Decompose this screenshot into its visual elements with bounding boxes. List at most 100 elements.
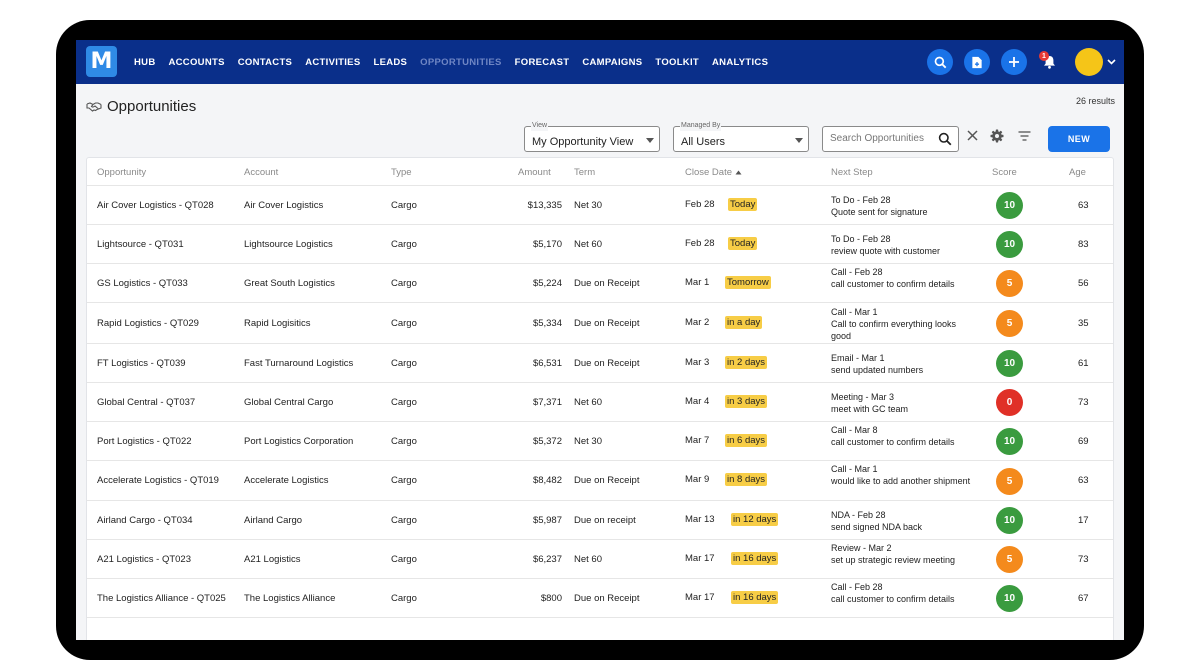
type-cell: Cargo <box>391 593 417 604</box>
column-account[interactable]: Account <box>244 167 279 178</box>
search-icon <box>934 56 946 68</box>
opportunity-link[interactable]: Port Logistics - QT022 <box>97 436 192 447</box>
column-term[interactable]: Term <box>574 167 596 178</box>
close-date-cell: Mar 4 <box>685 396 710 407</box>
opportunity-link[interactable]: Rapid Logistics - QT029 <box>97 318 199 329</box>
close-date-cell: Mar 1 <box>685 277 710 288</box>
score-badge: 5 <box>996 546 1023 573</box>
nav-item-hub[interactable]: HUB <box>134 56 156 68</box>
next-step-cell[interactable]: Call - Mar 1 would like to add another sh… <box>831 463 971 487</box>
opportunity-link[interactable]: A21 Logistics - QT023 <box>97 554 191 565</box>
opportunity-link[interactable]: Lightsource - QT031 <box>97 239 184 250</box>
next-step-cell[interactable]: Review - Mar 2 set up strategic review me… <box>831 542 971 566</box>
opportunity-link[interactable]: Global Central - QT037 <box>97 397 196 408</box>
close-date-cell: Mar 7 <box>685 435 710 446</box>
table-row[interactable]: FT Logistics - QT039 Fast Turnaround Logi… <box>87 344 1113 383</box>
nav-item-accounts[interactable]: ACCOUNTS <box>168 56 225 68</box>
column-next-step[interactable]: Next Step <box>831 167 873 178</box>
nav-item-contacts[interactable]: CONTACTS <box>237 56 293 68</box>
nav-item-forecast[interactable]: FORECAST <box>514 56 570 68</box>
account-link[interactable]: Great South Logistics <box>244 278 335 289</box>
column-close-date[interactable]: Close Date <box>685 167 742 178</box>
account-link[interactable]: Accelerate Logistics <box>244 475 329 486</box>
next-step-detail: set up strategic review meeting <box>831 555 956 565</box>
next-step-detail: would like to add another shipment <box>831 476 971 486</box>
managed-by-select[interactable]: Managed By All Users <box>673 121 809 152</box>
type-cell: Cargo <box>391 475 417 486</box>
opportunity-link[interactable]: Air Cover Logistics - QT028 <box>97 200 214 211</box>
age-cell: 69 <box>1078 436 1089 447</box>
term-cell: Due on receipt <box>574 515 636 526</box>
next-step-detail: call customer to confirm details <box>831 437 955 447</box>
view-select[interactable]: View My Opportunity View <box>524 121 660 152</box>
amount-cell: $5,987 <box>532 515 562 526</box>
table-row[interactable]: GS Logistics - QT033 Great South Logistic… <box>87 264 1113 303</box>
app-logo[interactable]: M <box>86 46 117 77</box>
next-step-cell[interactable]: NDA - Feb 28 send signed NDA back <box>831 509 971 533</box>
page-header: Opportunities <box>86 98 196 115</box>
notifications-button[interactable]: 1 <box>1039 49 1059 75</box>
next-step-cell[interactable]: Call - Mar 1 Call to confirm everything l… <box>831 306 971 342</box>
account-link[interactable]: A21 Logistics <box>244 554 301 565</box>
nav-item-leads[interactable]: LEADS <box>373 56 408 68</box>
opportunity-link[interactable]: The Logistics Alliance - QT025 <box>97 593 226 604</box>
account-link[interactable]: Airland Cargo <box>244 515 303 526</box>
next-step-title: Call - Feb 28 <box>831 267 883 277</box>
column-amount[interactable]: Amount <box>518 167 551 178</box>
next-step-title: NDA - Feb 28 <box>831 510 886 520</box>
table-row[interactable]: The Logistics Alliance - QT025 The Logist… <box>87 579 1113 618</box>
nav-item-analytics[interactable]: ANALYTICS <box>712 56 769 68</box>
next-step-cell[interactable]: Call - Feb 28 call customer to confirm de… <box>831 581 971 605</box>
search-field[interactable] <box>822 126 959 152</box>
account-link[interactable]: Rapid Logisitics <box>244 318 311 329</box>
column-score[interactable]: Score <box>992 167 1017 178</box>
table-row[interactable]: Global Central - QT037 Global Central Car… <box>87 383 1113 422</box>
age-cell: 35 <box>1078 318 1089 329</box>
table-row[interactable]: A21 Logistics - QT023 A21 Logistics Cargo $… <box>87 540 1113 579</box>
next-step-cell[interactable]: To Do - Feb 28 review quote with customer <box>831 233 971 257</box>
account-link[interactable]: Port Logistics Corporation <box>244 436 354 447</box>
nav-item-campaigns[interactable]: CAMPAIGNS <box>582 56 643 68</box>
search-input[interactable] <box>830 133 930 144</box>
quick-add-button[interactable] <box>1001 49 1027 75</box>
column-age[interactable]: Age <box>1069 167 1086 178</box>
column-type[interactable]: Type <box>391 167 412 178</box>
table-row[interactable]: Rapid Logistics - QT029 Rapid Logisitics C… <box>87 303 1113 344</box>
table-row[interactable]: Airland Cargo - QT034 Airland Cargo Cargo $… <box>87 501 1113 540</box>
next-step-cell[interactable]: Call - Mar 8 call customer to confirm det… <box>831 424 971 448</box>
table-row[interactable]: Accelerate Logistics - QT019 Accelerate L… <box>87 461 1113 501</box>
table-row[interactable]: Lightsource - QT031 Lightsource Logistics… <box>87 225 1113 264</box>
opportunity-link[interactable]: Accelerate Logistics - QT019 <box>97 475 219 486</box>
column-opportunity[interactable]: Opportunity <box>97 167 147 178</box>
table-row[interactable]: Port Logistics - QT022 Port Logistics Cor… <box>87 422 1113 461</box>
account-link[interactable]: The Logistics Alliance <box>244 593 336 604</box>
next-step-cell[interactable]: Call - Feb 28 call customer to confirm de… <box>831 266 971 290</box>
nav-item-activities[interactable]: ACTIVITIES <box>305 56 361 68</box>
filter-icon[interactable] <box>1018 131 1031 141</box>
new-document-button[interactable] <box>964 49 990 75</box>
search-button[interactable] <box>927 49 953 75</box>
opportunity-link[interactable]: Airland Cargo - QT034 <box>97 515 193 526</box>
account-link[interactable]: Air Cover Logistics <box>244 200 324 211</box>
next-step-title: Meeting - Mar 3 <box>831 392 895 402</box>
chevron-down-icon[interactable] <box>1107 59 1116 65</box>
nav-item-toolkit[interactable]: TOOLKIT <box>655 56 700 68</box>
new-opportunity-button[interactable]: NEW <box>1048 126 1110 152</box>
next-step-cell[interactable]: To Do - Feb 28 Quote sent for signature <box>831 194 971 218</box>
user-avatar[interactable] <box>1075 48 1103 76</box>
account-link[interactable]: Lightsource Logistics <box>244 239 333 250</box>
type-cell: Cargo <box>391 278 417 289</box>
age-cell: 56 <box>1078 278 1089 289</box>
clear-icon[interactable] <box>967 130 978 141</box>
account-link[interactable]: Global Central Cargo <box>244 397 334 408</box>
amount-cell: $6,531 <box>532 358 562 369</box>
next-step-cell[interactable]: Email - Mar 1 send updated numbers <box>831 352 971 376</box>
opportunity-link[interactable]: FT Logistics - QT039 <box>97 358 186 369</box>
next-step-cell[interactable]: Meeting - Mar 3 meet with GC team <box>831 391 971 415</box>
gear-icon[interactable] <box>990 129 1004 143</box>
account-link[interactable]: Fast Turnaround Logistics <box>244 358 354 369</box>
due-badge: in 2 days <box>725 356 768 369</box>
table-row[interactable]: Air Cover Logistics - QT028 Air Cover Log… <box>87 186 1113 225</box>
opportunity-link[interactable]: GS Logistics - QT033 <box>97 278 188 289</box>
nav-item-opportunities[interactable]: OPPORTUNITIES <box>420 56 502 68</box>
